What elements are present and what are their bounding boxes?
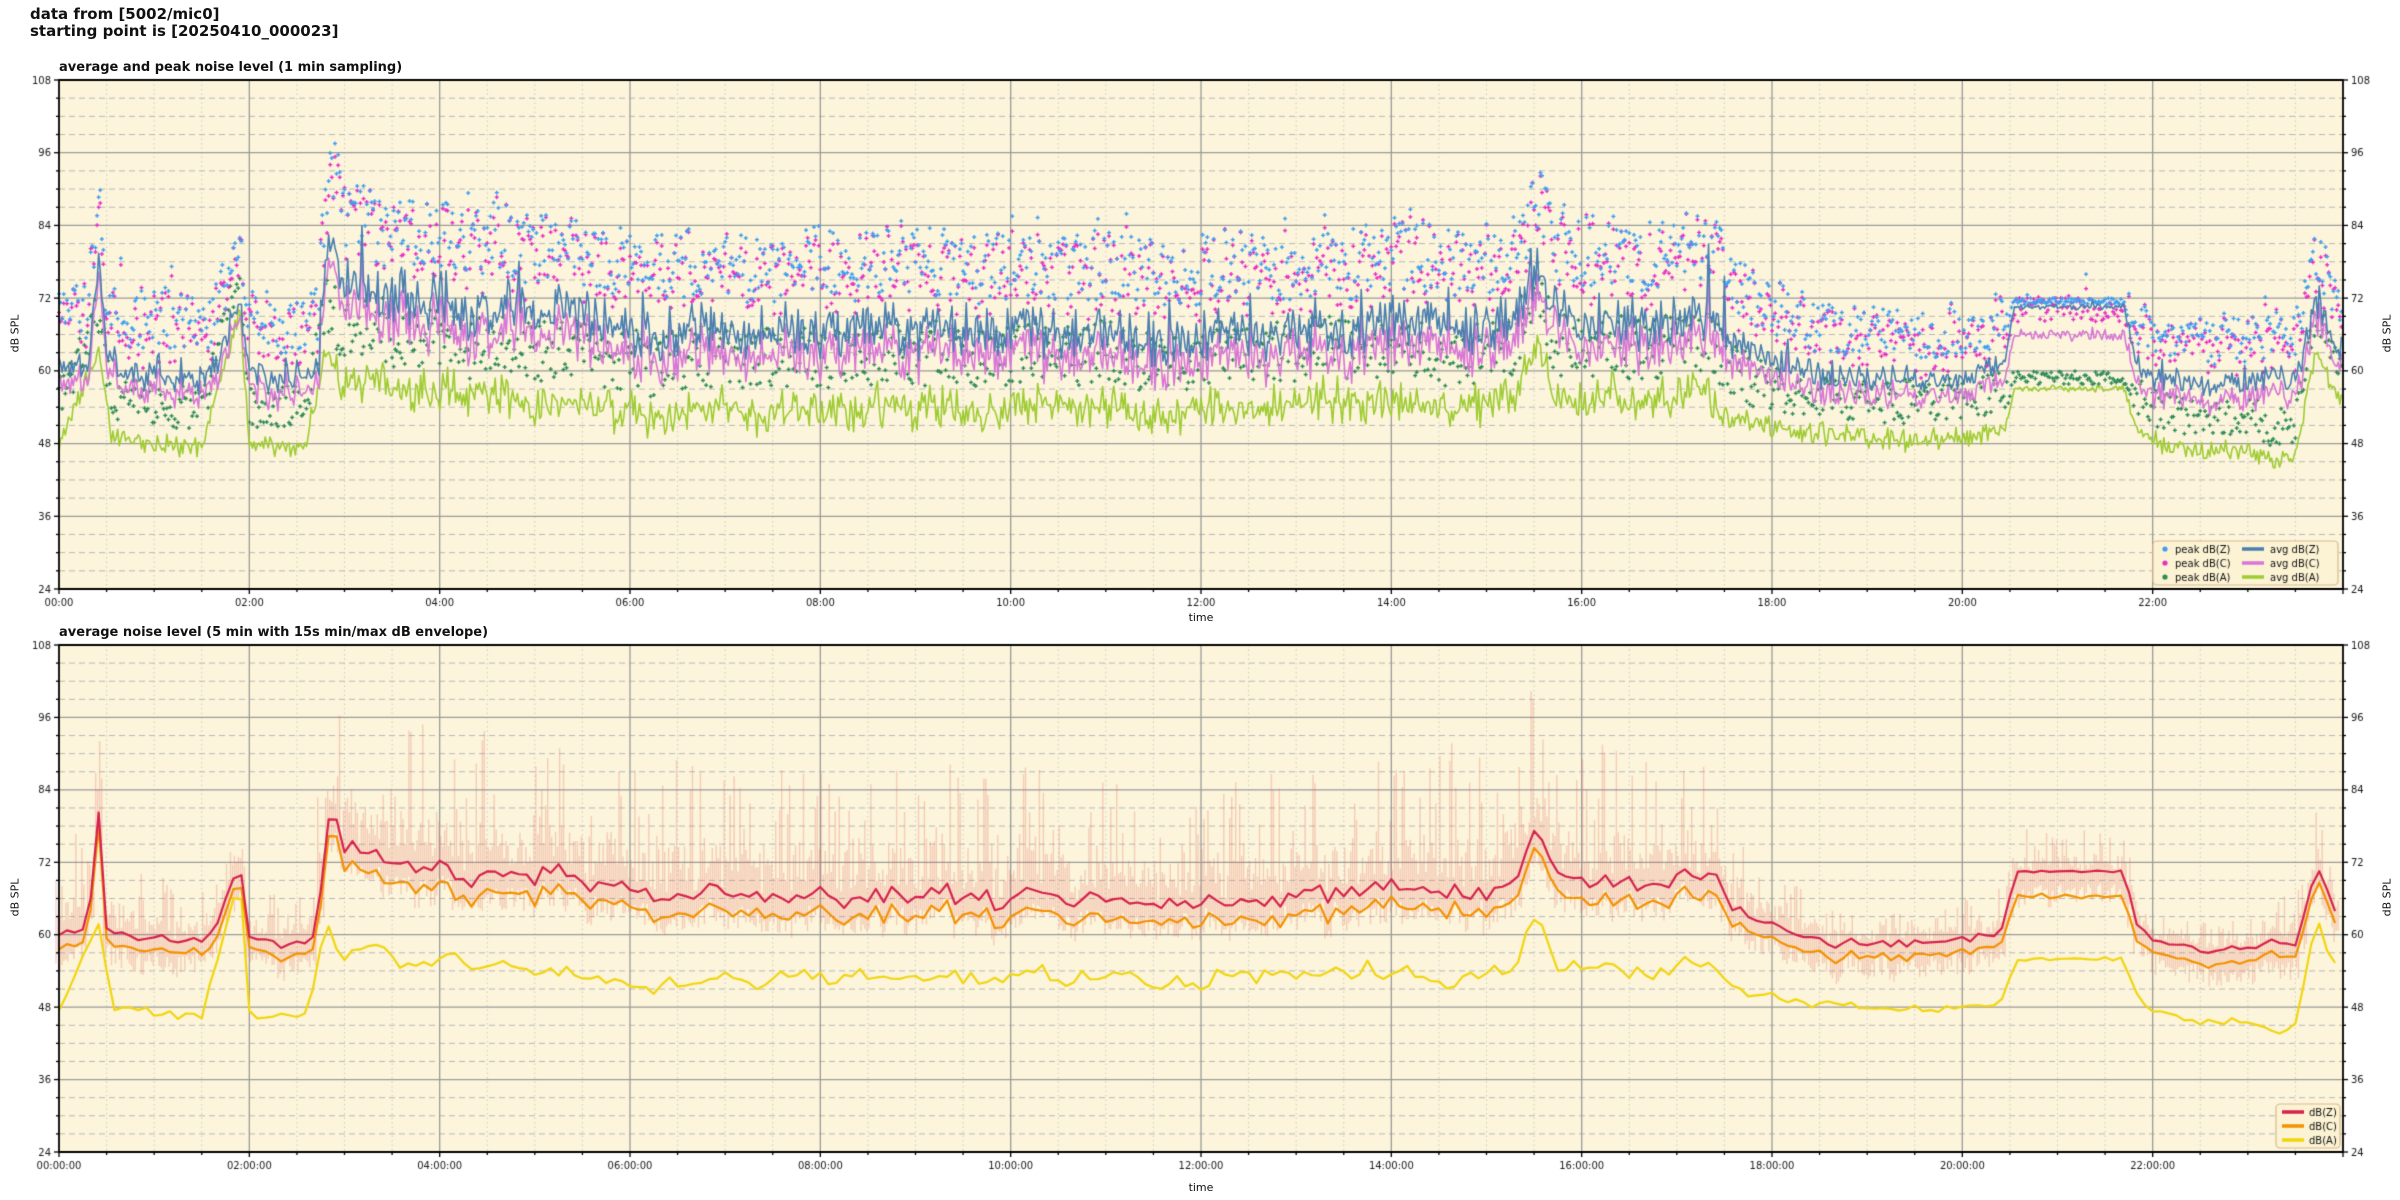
bottom-xaxis-label: time — [1188, 1181, 1214, 1194]
bottom-right-yaxis-label: dB SPL — [2380, 878, 2394, 917]
bottom-left-yaxis-label: dB SPL — [8, 878, 22, 917]
top-chart-title: average and peak noise level (1 min samp… — [59, 60, 403, 75]
header-line2: starting point is [20250410_000023] — [30, 22, 339, 40]
top-left-yaxis-label: dB SPL — [8, 314, 22, 353]
header-line1: data from [5002/mic0] — [30, 5, 220, 23]
top-xaxis-label: time — [1188, 611, 1214, 624]
top-right-yaxis-label: dB SPL — [2380, 314, 2394, 353]
bottom-chart-title: average noise level (5 min with 15s min/… — [59, 625, 489, 640]
